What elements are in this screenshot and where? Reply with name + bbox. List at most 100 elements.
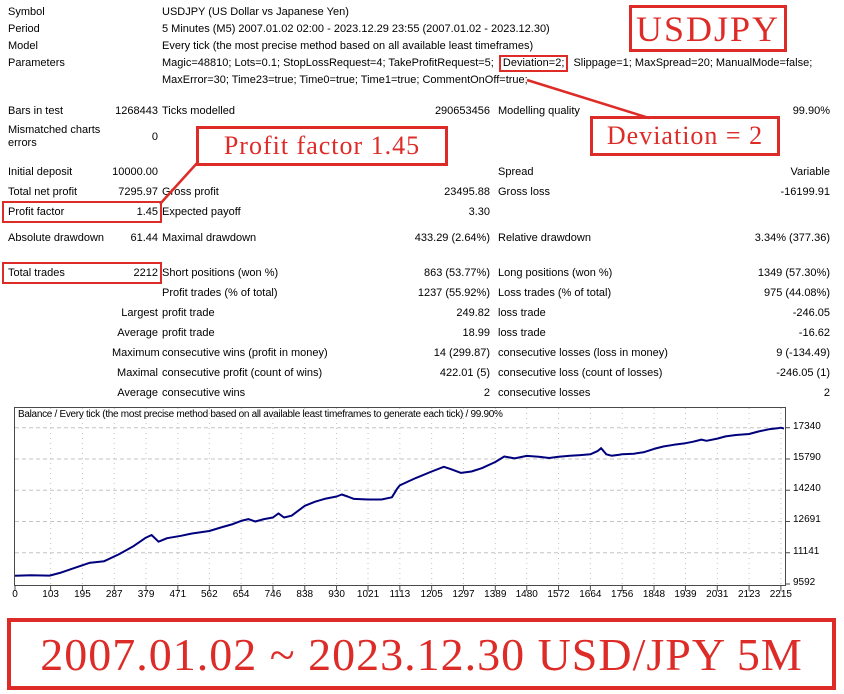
cell: Short positions (won %) [162,266,279,279]
x-tick-label: 0 [12,589,18,600]
info-row: Period 5 Minutes (M5) 2007.01.02 02:00 - … [0,21,844,38]
cell: 422.01 (5) [439,366,490,379]
y-tick-label: 9592 [793,577,816,588]
cell: Ticks modelled [162,104,235,117]
table-row: Initial deposit 10000.00 Spread Variable [0,162,844,182]
profit-factor-callout: Profit factor 1.45 [196,126,448,166]
cell: 0 [151,130,158,143]
info-value: 5 Minutes (M5) 2007.01.02 02:00 - 2023.1… [162,23,550,35]
cell: 1349 (57.30%) [757,266,830,279]
cell: Spread [498,165,534,178]
table-row: Profit factor 1.45 Expected payoff 3.30 [0,202,844,222]
chart-plot-area [14,407,786,586]
table-row: Largest profit trade 249.82 loss trade -246.… [0,303,844,323]
cell: -16.62 [798,326,830,339]
x-tick-label: 654 [232,589,250,600]
cell: 1268443 [115,104,158,117]
cell: 18.99 [462,326,490,339]
cell: 23495.88 [444,185,490,198]
x-tick-label: 1113 [389,589,411,600]
cell: profit trade [162,326,215,339]
cell: Total net profit [8,185,78,198]
cell: Profit trades (% of total) [162,286,278,299]
cell: Gross loss [498,185,550,198]
y-tick-label: 12691 [793,514,821,526]
info-row: Parameters Magic=48810; Lots=0.1; StopLos… [0,55,844,89]
x-tick-label: 471 [169,589,187,600]
cell: 433.29 (2.64%) [414,231,490,244]
table-row: Mismatched charts errors 0 [0,121,844,153]
cell: Profit factor [8,205,65,218]
cell: consecutive losses (loss in money) [498,346,668,359]
info-label: Symbol [8,6,45,18]
cell: Maximum [112,346,160,359]
table-row: Total trades 2212 Short positions (won %) 8… [0,263,844,283]
deviation-param-highlight: Deviation=2; [498,55,569,72]
cell: Largest [121,306,158,319]
x-tick-label: 1939 [674,589,697,600]
row-highlight-box [2,201,162,223]
cell: Relative drawdown [498,231,591,244]
cell: -246.05 (1) [776,366,830,379]
cell: Initial deposit [8,165,73,178]
info-row: Model Every tick (the most precise method… [0,38,844,55]
cell: 2 [823,386,830,399]
cell: Absolute drawdown [8,231,105,244]
x-tick-label: 562 [200,589,218,600]
cell: 3.34% (377.36) [754,231,830,244]
cell: Long positions (won %) [498,266,613,279]
cell: Mismatched charts errors [8,124,101,149]
cell: Loss trades (% of total) [498,286,612,299]
table-row: Profit trades (% of total) 1237 (55.92%) L… [0,283,844,303]
x-tick-label: 2031 [706,589,729,600]
cell: Average [117,326,158,339]
x-tick-label: 1572 [547,589,570,600]
cell: consecutive loss (count of losses) [498,366,663,379]
cell: consecutive profit (count of wins) [162,366,323,379]
cell: loss trade [498,306,546,319]
x-tick-label: 1848 [642,589,666,600]
cell: 99.90% [792,104,830,117]
table-row: Maximum consecutive wins (profit in money… [0,343,844,363]
y-tick-label: 14240 [793,483,821,495]
cell: 1237 (55.92%) [417,286,490,299]
cell: 863 (53.77%) [423,266,490,279]
cell: profit trade [162,306,215,319]
cell: 14 (299.87) [433,346,490,359]
cell: 7295.97 [118,185,158,198]
x-tick-label: 1756 [611,589,634,600]
cell: 2212 [133,266,158,279]
cell: Maximal [117,366,158,379]
cell: consecutive wins (profit in money) [162,346,328,359]
y-tick-label: 15790 [793,451,821,463]
x-tick-label: 1389 [484,589,507,600]
deviation-callout: Deviation = 2 [590,116,780,156]
info-label: Parameters [8,57,65,69]
info-label: Model [8,40,38,52]
cell: -16199.91 [780,185,830,198]
cell: consecutive wins [162,386,246,399]
cell: -246.05 [792,306,830,319]
results-table: Symbol USDJPY (US Dollar vs Japanese Yen)… [0,6,844,399]
date-range-banner: 2007.01.02 ~ 2023.12.30 USD/JPY 5M [7,618,836,690]
table-row: Average profit trade 18.99 loss trade -16.62 [0,323,844,343]
cell: Gross profit [162,185,219,198]
x-tick-label: 838 [296,589,314,600]
x-tick-label: 195 [74,589,91,600]
x-tick-label: 287 [105,589,123,600]
x-tick-label: 379 [137,589,155,600]
x-tick-label: 2123 [737,589,761,600]
balance-chart [14,407,790,591]
cell: loss trade [498,326,546,339]
info-value: Magic=48810; Lots=0.1; StopLossRequest=4… [162,55,813,86]
cell: 290653456 [434,104,490,117]
cell: 249.82 [456,306,490,319]
cell: Total trades [8,266,65,279]
x-tick-label: 1480 [515,589,538,600]
y-tick-label: 11141 [793,545,820,557]
x-tick-label: 1021 [356,589,380,600]
x-tick-label: 1205 [420,589,443,600]
cell: 1.45 [136,205,158,218]
info-label: Period [8,23,40,35]
